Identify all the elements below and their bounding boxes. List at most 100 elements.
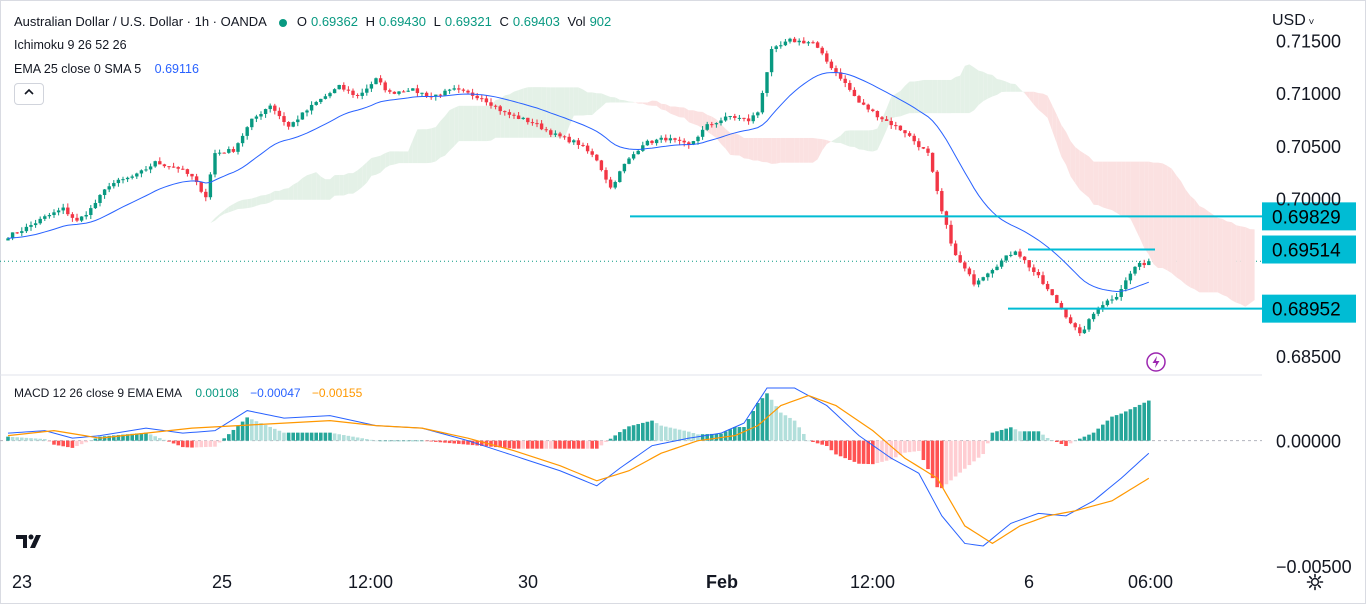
macd-histogram-bar — [604, 440, 608, 443]
candle-down — [1018, 251, 1022, 257]
macd-histogram-bar — [305, 432, 309, 441]
candle-down — [682, 140, 686, 143]
candle-up — [1105, 300, 1110, 306]
ichimoku-cloud-segment — [1153, 162, 1158, 268]
candle-up — [328, 93, 332, 97]
signal-line — [7, 394, 1150, 545]
ichimoku-cloud-segment — [417, 129, 422, 164]
candle-up — [227, 149, 231, 153]
candle-down — [829, 61, 834, 69]
candle-up — [107, 186, 111, 190]
macd-histogram-bar — [949, 440, 953, 481]
candle-up — [1082, 329, 1087, 334]
macd-histogram-bar — [1036, 431, 1041, 441]
ema-legend[interactable]: EMA 25 close 0 SMA 5 0.69116 — [14, 62, 203, 76]
macd-histogram-bar — [608, 438, 613, 441]
macd-histogram-bar — [162, 439, 167, 441]
candle-down — [231, 149, 236, 152]
symbol-title[interactable]: Australian Dollar / U.S. Dollar · 1h · O… — [14, 14, 267, 29]
macd-histogram-bar — [337, 434, 341, 441]
macd-histogram-bar — [457, 440, 461, 444]
candle-up — [125, 177, 130, 180]
ichimoku-cloud-segment — [385, 151, 390, 168]
symbol-legend[interactable]: Australian Dollar / U.S. Dollar · 1h · O… — [14, 14, 619, 29]
ichimoku-label[interactable]: Ichimoku 9 26 52 26 — [14, 38, 127, 52]
ichimoku-cloud-segment — [215, 213, 220, 221]
macd-histogram-bar — [838, 440, 843, 457]
macd-histogram-bar — [792, 420, 797, 441]
macd-histogram-bar — [705, 434, 709, 441]
macd-histogram-bar — [503, 440, 507, 448]
ichimoku-cloud-segment — [389, 151, 395, 166]
ichimoku-legend[interactable]: Ichimoku 9 26 52 26 — [14, 38, 131, 52]
macd-histogram-bar — [268, 426, 272, 441]
ichimoku-cloud-segment — [362, 162, 367, 188]
macd-histogram-bar — [673, 428, 677, 441]
macd-histogram-bar — [1068, 440, 1073, 444]
y-tick-label: 0.71000 — [1276, 84, 1341, 104]
currency-selector[interactable]: USD ˅ — [1272, 12, 1315, 29]
ichimoku-cloud-segment — [974, 67, 979, 111]
macd-histogram-bar — [342, 435, 346, 441]
candle-down — [926, 148, 930, 153]
candle-up — [369, 84, 374, 89]
macd-legend[interactable]: MACD 12 26 close 9 EMA EMA 0.00108 −0.00… — [14, 386, 366, 400]
ichimoku-cloud-segment — [523, 87, 528, 138]
candle-down — [848, 82, 852, 90]
candle-up — [572, 140, 576, 143]
ichimoku-cloud-segment — [872, 128, 878, 152]
flash-icon[interactable] — [1145, 351, 1167, 373]
ichimoku-cloud-segment — [431, 126, 436, 163]
ichimoku-cloud-segment — [817, 138, 823, 160]
candle-up — [783, 41, 788, 46]
candle-up — [240, 135, 245, 144]
ichimoku-cloud-segment — [366, 157, 372, 183]
macd-histogram-bar — [553, 440, 558, 449]
macd-histogram-bar — [797, 427, 801, 441]
candle-up — [323, 96, 328, 99]
candle-up — [300, 112, 305, 120]
ichimoku-cloud-segment — [969, 64, 974, 114]
candle-up — [434, 94, 438, 97]
tradingview-logo-icon[interactable] — [14, 530, 44, 552]
candle-down — [466, 90, 470, 93]
candle-up — [618, 171, 622, 183]
ichimoku-cloud-segment — [458, 105, 464, 142]
macd-histogram-bar — [1133, 407, 1137, 441]
macd-histogram-bar — [825, 440, 829, 447]
macd-histogram-bar — [286, 432, 291, 441]
macd-label[interactable]: MACD 12 26 close 9 EMA EMA — [14, 386, 183, 400]
collapse-legend-button[interactable] — [14, 83, 44, 105]
macd-histogram-bar — [590, 440, 594, 449]
ichimoku-cloud-segment — [403, 151, 409, 164]
ichimoku-cloud-segment — [1029, 91, 1034, 105]
macd-histogram-bar — [148, 434, 153, 441]
candle-up — [38, 218, 42, 224]
macd-histogram-bar — [631, 425, 636, 441]
ichimoku-cloud-segment — [997, 78, 1002, 95]
ichimoku-cloud-segment — [946, 79, 951, 114]
ichimoku-cloud-segment — [698, 111, 703, 129]
candle-up — [737, 117, 742, 119]
ichimoku-cloud-segment — [840, 130, 846, 145]
macd-histogram-bar — [507, 440, 512, 449]
macd-histogram-bar — [995, 431, 999, 441]
macd-histogram-bar — [1045, 437, 1050, 441]
candle-up — [995, 266, 999, 270]
ichimoku-cloud-segment — [606, 95, 611, 103]
candle-up — [654, 139, 659, 144]
ichimoku-cloud-segment — [242, 199, 248, 209]
gear-icon[interactable] — [1305, 572, 1325, 592]
ichimoku-cloud-segment — [527, 87, 533, 138]
ichimoku-cloud-segment — [537, 87, 542, 138]
ichimoku-cloud-segment — [863, 130, 869, 152]
macd-histogram-bar — [259, 423, 263, 441]
candle-down — [1050, 289, 1054, 296]
macd-histogram-bar — [696, 434, 700, 441]
ema-label[interactable]: EMA 25 close 0 SMA 5 — [14, 62, 142, 76]
macd-histogram-bar — [691, 433, 696, 441]
macd-histogram-bar — [898, 440, 903, 455]
macd-histogram-bar — [912, 440, 916, 452]
ichimoku-cloud-segment — [320, 176, 326, 200]
